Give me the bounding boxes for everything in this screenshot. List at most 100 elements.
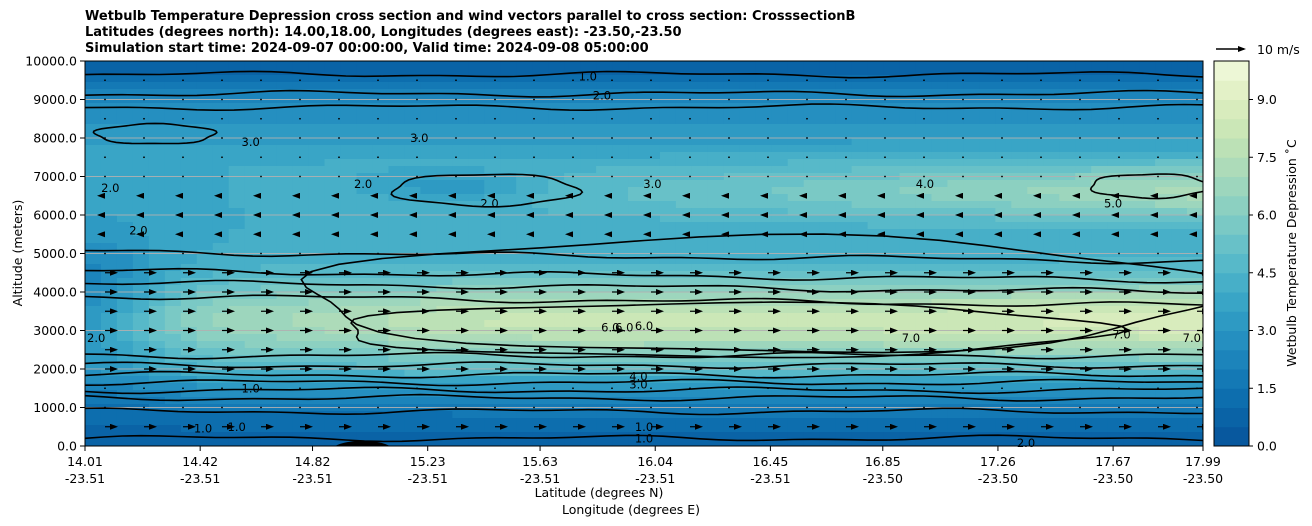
- field-cell: [644, 418, 661, 426]
- x-tick-label-lat: 16.85: [865, 454, 901, 469]
- field-cell: [468, 306, 485, 314]
- field-cell: [851, 334, 869, 342]
- field-cell: [644, 243, 661, 251]
- field-cell: [931, 82, 949, 90]
- field-cell: [164, 180, 182, 188]
- field-cell: [1155, 89, 1172, 97]
- field-cell: [580, 264, 597, 272]
- field-cell: [468, 194, 485, 202]
- field-cell: [468, 278, 485, 286]
- field-cell: [915, 278, 933, 286]
- field-cell: [1155, 138, 1172, 146]
- field-cell: [628, 145, 645, 153]
- field-cell: [995, 390, 1012, 398]
- field-cell: [1011, 383, 1028, 391]
- contour-label: 3.0: [242, 135, 260, 149]
- field-cell: [404, 208, 421, 216]
- field-cell: [851, 152, 869, 160]
- field-cell: [212, 194, 230, 202]
- wind-arrow: [299, 137, 301, 139]
- field-cell: [85, 369, 102, 377]
- wind-arrow: [299, 406, 301, 409]
- field-cell: [372, 425, 390, 433]
- field-cell: [851, 208, 869, 216]
- field-cell: [1155, 152, 1172, 160]
- field-cell: [372, 334, 390, 342]
- field-cell: [819, 411, 837, 419]
- field-cell: [244, 299, 262, 307]
- field-cell: [324, 124, 342, 132]
- field-cell: [755, 348, 773, 356]
- field-cell: [196, 110, 214, 118]
- field-cell: [1155, 82, 1172, 90]
- field-cell: [787, 215, 805, 223]
- field-cell: [372, 348, 390, 356]
- field-cell: [1187, 159, 1203, 167]
- contour-line: [85, 378, 1203, 387]
- field-cell: [883, 124, 901, 132]
- field-cell: [979, 110, 996, 118]
- field-cell: [1059, 278, 1076, 286]
- field-cell: [484, 257, 501, 265]
- field-cell: [851, 439, 869, 446]
- field-cell: [947, 75, 965, 83]
- field-cell: [835, 432, 853, 440]
- field-cell: [1187, 236, 1203, 244]
- field-cell: [739, 334, 757, 342]
- field-cell: [691, 271, 709, 279]
- field-cell: [963, 229, 980, 237]
- field-cell: [564, 89, 581, 97]
- field-cell: [85, 180, 102, 188]
- field-cell: [500, 89, 517, 97]
- wind-arrow: [377, 79, 379, 82]
- field-cell: [452, 320, 469, 328]
- field-cell: [1171, 432, 1188, 440]
- field-cell: [1155, 397, 1172, 405]
- field-cell: [260, 383, 278, 391]
- field-cell: [260, 124, 278, 132]
- field-cell: [883, 292, 901, 300]
- field-cell: [1059, 306, 1076, 314]
- field-cell: [1043, 82, 1060, 90]
- field-cell: [516, 222, 533, 230]
- field-cell: [691, 229, 709, 237]
- field-cell: [1043, 208, 1060, 216]
- field-cell: [628, 383, 645, 391]
- field-cell: [356, 348, 374, 356]
- wind-arrow: [416, 98, 418, 101]
- field-cell: [1043, 75, 1060, 83]
- field-cell: [819, 194, 837, 202]
- field-cell: [356, 208, 374, 216]
- field-cell: [1027, 306, 1044, 314]
- field-cell: [196, 390, 214, 398]
- field-cell: [116, 355, 134, 363]
- field-cell: [771, 103, 789, 111]
- field-cell: [1075, 229, 1092, 237]
- field-cell: [324, 341, 342, 349]
- field-cell: [260, 236, 278, 244]
- wind-arrow: [884, 406, 886, 409]
- field-cell: [1139, 264, 1156, 272]
- field-cell: [1123, 110, 1140, 118]
- field-cell: [244, 82, 262, 90]
- field-cell: [148, 369, 166, 377]
- field-cell: [1107, 432, 1124, 440]
- field-cell: [1139, 208, 1156, 216]
- x-tick-label-lon: -23.51: [292, 471, 332, 486]
- field-cell: [947, 208, 965, 216]
- field-cell: [356, 110, 374, 118]
- field-cell: [819, 166, 837, 174]
- field-cell: [1043, 131, 1060, 139]
- field-cell: [1059, 89, 1076, 97]
- field-cell: [564, 418, 581, 426]
- field-cell: [612, 187, 629, 195]
- field-cell: [1043, 425, 1060, 433]
- field-cell: [484, 159, 501, 167]
- x-tick-label-lon: -23.50: [863, 471, 903, 486]
- field-cell: [915, 369, 933, 377]
- field-cell: [771, 187, 789, 195]
- field-cell: [100, 222, 118, 230]
- field-cell: [484, 103, 501, 111]
- field-cell: [228, 208, 246, 216]
- field-cell: [372, 236, 390, 244]
